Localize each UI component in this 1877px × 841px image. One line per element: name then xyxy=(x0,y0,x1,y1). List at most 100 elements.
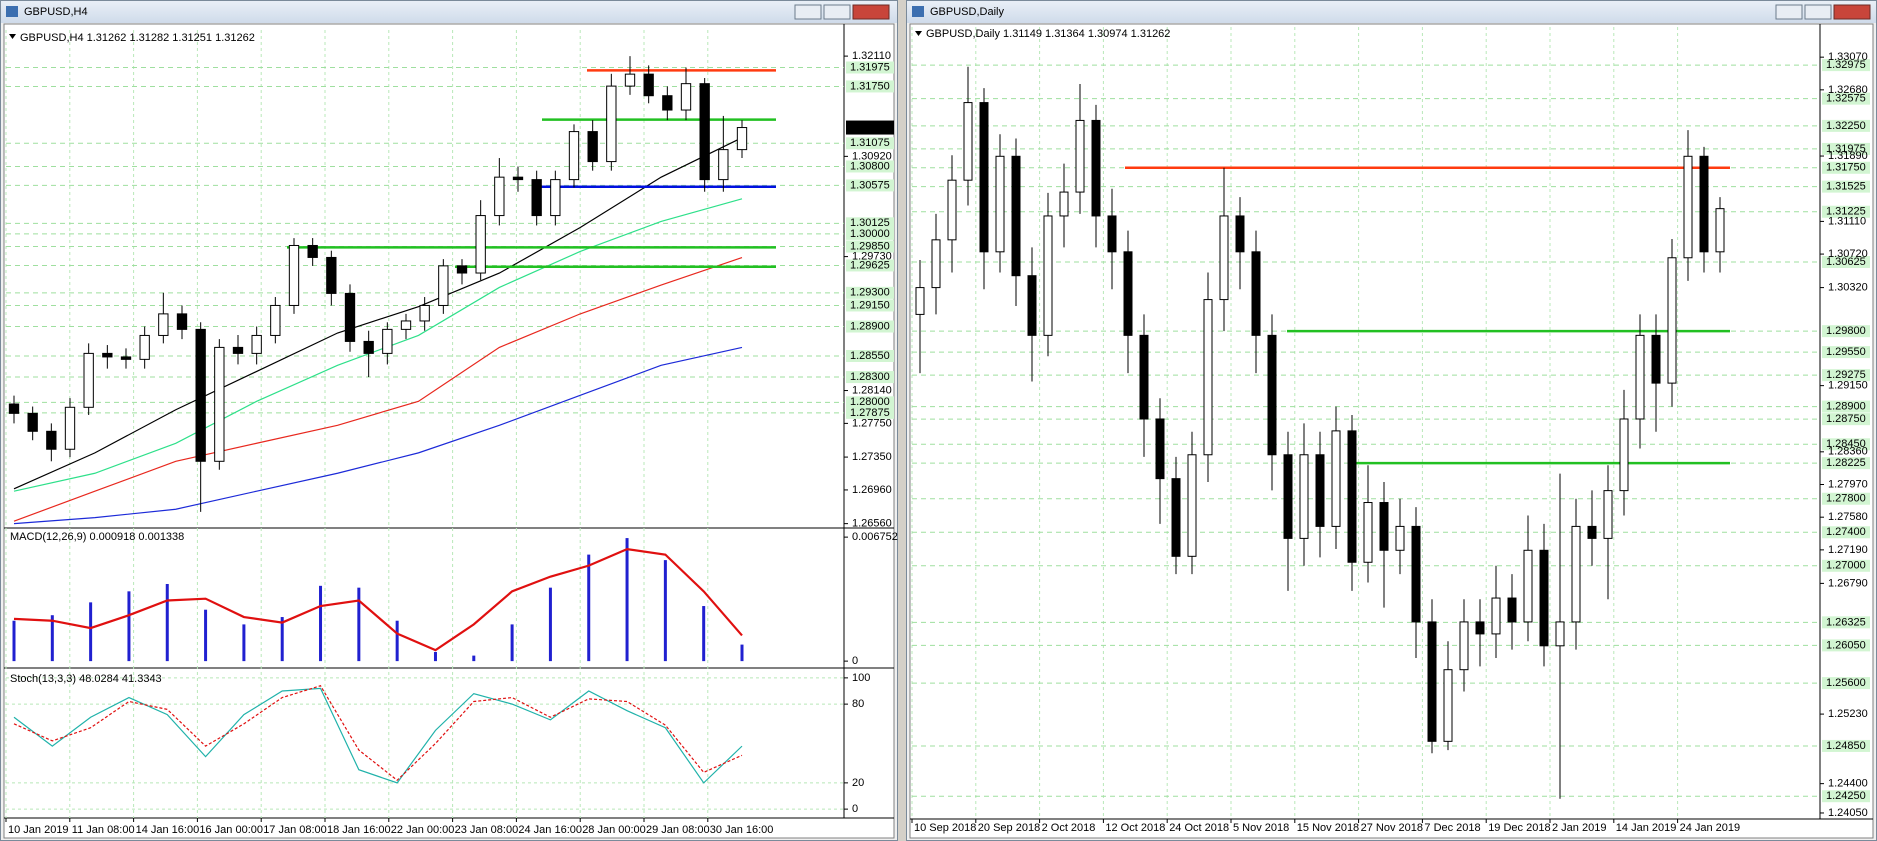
level-tag xyxy=(1822,325,1870,338)
y-tick-label: 20 xyxy=(852,777,864,789)
level-tag xyxy=(846,259,894,272)
macd-bar xyxy=(242,624,246,662)
level-tag xyxy=(1822,59,1870,72)
indicator-info: Stoch(13,3,3) 48.0284 41.3343 xyxy=(10,673,162,685)
x-tick-label: 29 Jan 08:00 xyxy=(646,824,710,836)
y-tick-label: 1.26790 xyxy=(1828,577,1868,589)
x-tick-label: 24 Oct 2018 xyxy=(1169,822,1229,834)
dropdown-icon xyxy=(9,34,16,39)
x-tick-label: 7 Dec 2018 xyxy=(1424,822,1480,834)
level-label: 1.28300 xyxy=(850,371,890,383)
candle-body xyxy=(568,131,580,181)
close-button[interactable] xyxy=(1833,4,1871,20)
level-label: 1.28750 xyxy=(1826,413,1866,425)
candle-body xyxy=(1059,191,1069,217)
candle-body xyxy=(139,334,150,360)
window-icon xyxy=(912,6,924,17)
macd-bar xyxy=(89,602,93,662)
y-tick-label: 1.29730 xyxy=(852,251,892,263)
level-label: 1.31525 xyxy=(1826,181,1866,193)
candle-body xyxy=(326,256,337,294)
candle-body xyxy=(1123,251,1133,336)
y-tick-label: 80 xyxy=(852,698,864,710)
macd-bar xyxy=(510,624,514,662)
level-tag xyxy=(1822,180,1870,193)
candle-body xyxy=(1347,430,1357,563)
candle-body xyxy=(251,334,262,354)
candle-body xyxy=(1331,430,1341,527)
candle-body xyxy=(1507,597,1517,623)
x-tick-label: 23 Jan 08:00 xyxy=(455,824,519,836)
minimize-button[interactable] xyxy=(1775,4,1803,20)
candle-body xyxy=(400,320,412,330)
level-label: 1.31225 xyxy=(1826,206,1866,218)
level-tag xyxy=(1822,205,1870,218)
level-tag xyxy=(1822,161,1870,174)
level-label: 1.29800 xyxy=(1826,325,1866,337)
current-price-tag xyxy=(846,120,894,135)
macd-bar xyxy=(433,651,437,662)
y-tick-label: 1.27190 xyxy=(1828,544,1868,556)
level-tag xyxy=(1822,677,1870,690)
candle-body xyxy=(158,313,169,336)
candle-body xyxy=(83,352,94,408)
level-label: 1.27800 xyxy=(1826,493,1866,505)
y-tick-label: 1.27580 xyxy=(1828,511,1868,523)
candle-body xyxy=(1027,275,1037,336)
level-tag xyxy=(1822,400,1870,413)
chart-area xyxy=(3,23,895,839)
close-button[interactable] xyxy=(852,4,890,20)
level-label: 1.26325 xyxy=(1826,616,1866,628)
level-tag xyxy=(846,160,894,173)
title-bar xyxy=(1,1,897,23)
level-label: 1.24250 xyxy=(1826,790,1866,802)
level-tag xyxy=(1822,92,1870,105)
level-tag xyxy=(846,61,894,74)
maximize-button[interactable] xyxy=(823,4,851,20)
level-tag xyxy=(846,240,894,253)
y-tick-label: 1.27750 xyxy=(852,417,892,429)
macd-bar xyxy=(280,617,284,662)
level-tag xyxy=(1822,438,1870,451)
candle-body xyxy=(64,406,76,450)
level-label: 1.25600 xyxy=(1826,677,1866,689)
x-tick-label: 19 Dec 2018 xyxy=(1488,822,1550,834)
y-tick-label: 1.29150 xyxy=(1828,380,1868,392)
level-label: 1.29850 xyxy=(850,240,890,252)
y-tick-label: 1.27350 xyxy=(852,451,892,463)
x-tick-label: 12 Oct 2018 xyxy=(1105,822,1165,834)
level-label: 1.31075 xyxy=(850,137,890,149)
window-title: GBPUSD,H4 xyxy=(24,6,88,18)
level-label: 1.30125 xyxy=(850,217,890,229)
macd-bar xyxy=(740,644,744,662)
candle-body xyxy=(8,403,20,414)
x-tick-label: 2 Jan 2019 xyxy=(1552,822,1606,834)
y-tick-label: 1.26960 xyxy=(852,484,892,496)
candle-body xyxy=(195,328,206,462)
macd-bar xyxy=(395,620,399,662)
candle-body xyxy=(1619,418,1629,492)
candle-body xyxy=(979,102,989,253)
level-label: 1.30800 xyxy=(850,160,890,172)
candle-body xyxy=(1219,215,1229,301)
candle-body xyxy=(915,287,925,315)
level-tag xyxy=(1822,526,1870,539)
candle-body xyxy=(1555,621,1565,647)
x-tick-label: 22 Jan 00:00 xyxy=(391,824,455,836)
candle-body xyxy=(643,73,654,97)
maximize-button[interactable] xyxy=(1804,4,1832,20)
title-bar xyxy=(907,1,1876,23)
macd-bar xyxy=(702,606,706,662)
candle-body xyxy=(1587,525,1597,539)
candle-body xyxy=(1395,525,1405,551)
level-label: 1.28900 xyxy=(850,320,890,332)
level-tag xyxy=(846,406,894,419)
candle-body xyxy=(456,265,468,274)
y-tick-label: 1.28140 xyxy=(852,384,892,396)
level-tag xyxy=(1822,256,1870,269)
x-tick-label: 15 Nov 2018 xyxy=(1297,822,1359,834)
minimize-button[interactable] xyxy=(794,4,822,20)
candle-body xyxy=(931,239,941,289)
indicator-line xyxy=(13,685,743,782)
